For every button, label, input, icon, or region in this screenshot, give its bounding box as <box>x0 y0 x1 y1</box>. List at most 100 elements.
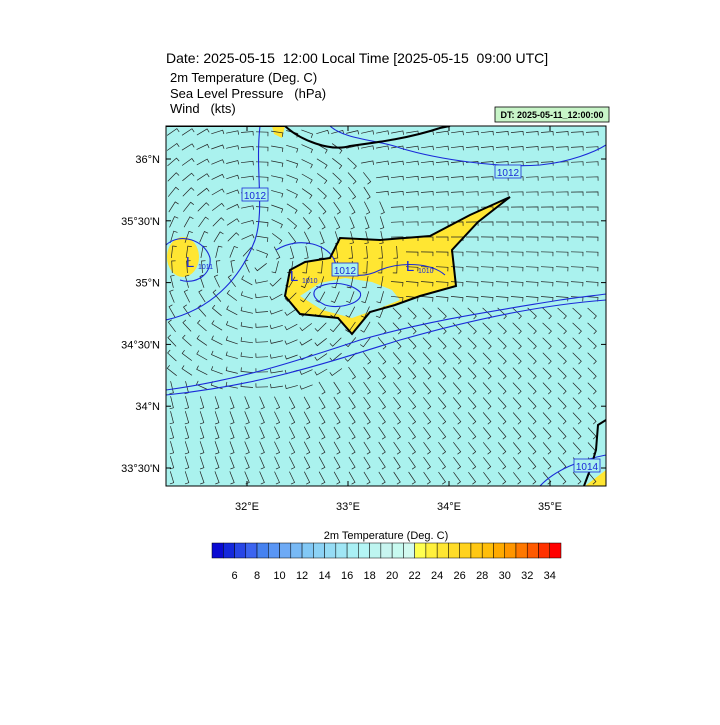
wind-barb <box>198 216 209 228</box>
wind-barb <box>465 176 479 181</box>
wind-barb <box>512 442 522 455</box>
colorbar-box <box>425 542 438 559</box>
wind-barb <box>333 216 341 230</box>
wind-barb <box>184 396 190 410</box>
title: Date: 2025-05-15 12:00 Local Time [2025-… <box>166 50 548 66</box>
wind-barb <box>587 367 597 380</box>
wind-barb <box>201 260 206 274</box>
wind-barb <box>407 337 417 350</box>
wind-barb <box>244 411 250 425</box>
wind-barb <box>483 457 492 470</box>
wind-barb <box>525 191 539 196</box>
wind-barb <box>497 382 507 395</box>
wind-barb <box>525 236 539 242</box>
wind-barb <box>183 216 194 228</box>
warm-patch <box>167 237 199 277</box>
wind-barb <box>286 189 298 199</box>
wind-barb <box>271 175 284 183</box>
wind-barb <box>199 411 205 425</box>
wind-barb <box>390 191 404 196</box>
wind-barb <box>199 471 205 485</box>
wind-barb <box>527 442 537 455</box>
wind-barb <box>587 427 597 440</box>
wind-barb <box>512 352 522 365</box>
wind-barb <box>452 382 462 395</box>
wind-barb <box>376 145 389 150</box>
wind-barb <box>438 426 447 440</box>
wind-barb <box>185 245 192 258</box>
wind-barb <box>183 201 195 212</box>
contour-label-box <box>573 458 601 473</box>
wind-barb <box>557 412 567 425</box>
wind-barb <box>497 307 507 320</box>
wind-barb <box>303 441 311 455</box>
wind-barb <box>170 274 175 288</box>
wind-barb <box>423 471 431 485</box>
wind-barb <box>510 206 524 211</box>
wind-barb <box>240 160 254 166</box>
wind-barb <box>274 441 281 455</box>
wind-barb <box>318 456 326 470</box>
wind-barb <box>314 322 327 332</box>
wind-barb <box>378 411 386 425</box>
lat-label: 35°30'N <box>121 216 160 228</box>
isobars <box>166 126 606 486</box>
wind-barb <box>303 471 311 485</box>
wind-barb <box>375 306 385 319</box>
wind-barb <box>527 352 537 365</box>
wind-barb <box>525 131 539 136</box>
wind-barb <box>242 247 255 257</box>
wind-barb <box>585 296 599 302</box>
wind-barb <box>240 352 254 359</box>
wind-barb <box>452 352 462 365</box>
wind-barb <box>480 281 494 287</box>
colorbar-label: 34 <box>544 570 556 582</box>
wind-barb <box>284 323 298 331</box>
wind-barb <box>587 337 597 350</box>
wind-barb <box>378 426 386 440</box>
timestamp-box <box>494 106 610 123</box>
wind-barb <box>542 412 552 425</box>
wind-barb <box>214 471 220 485</box>
colorbar-box <box>290 542 303 559</box>
wind-barb <box>542 322 552 335</box>
low-label: 1010 <box>418 268 434 275</box>
wind-barb <box>254 279 268 284</box>
wind-barb <box>435 206 449 211</box>
wind-barb <box>240 306 253 314</box>
wind-barb <box>315 291 326 303</box>
wind-barb <box>572 337 582 350</box>
colorbar-box <box>504 542 517 559</box>
wind-barb <box>199 441 205 455</box>
wind-barb <box>483 471 492 485</box>
wind-barb <box>169 289 175 303</box>
wind-barb <box>333 471 341 485</box>
wind-barb <box>436 236 449 241</box>
wind-barb <box>214 396 220 410</box>
wind-barb <box>512 367 522 380</box>
wind-barb <box>480 130 494 136</box>
wind-barb <box>348 366 356 380</box>
wind-barb <box>420 251 434 257</box>
wind-barb <box>407 307 417 320</box>
wind-barb <box>269 354 283 359</box>
wind-barb <box>299 323 313 332</box>
wind-barb <box>196 128 210 136</box>
wind-barb <box>480 251 494 257</box>
wind-barb <box>377 276 384 289</box>
wind-barb <box>542 367 552 380</box>
wind-barb <box>512 412 522 425</box>
wind-barb <box>211 188 225 196</box>
wind-barb <box>557 367 567 380</box>
wind-barb <box>329 337 342 347</box>
wind-barb <box>572 307 582 320</box>
wind-barb <box>255 293 269 299</box>
wind-barb <box>167 319 176 333</box>
wind-barb <box>527 427 537 440</box>
wind-barb <box>299 353 313 361</box>
colorbar-box <box>268 542 280 559</box>
wind-barb <box>453 441 462 455</box>
wind-barb <box>241 234 255 240</box>
wind-barb <box>468 471 477 485</box>
colorbar-box <box>391 542 404 559</box>
